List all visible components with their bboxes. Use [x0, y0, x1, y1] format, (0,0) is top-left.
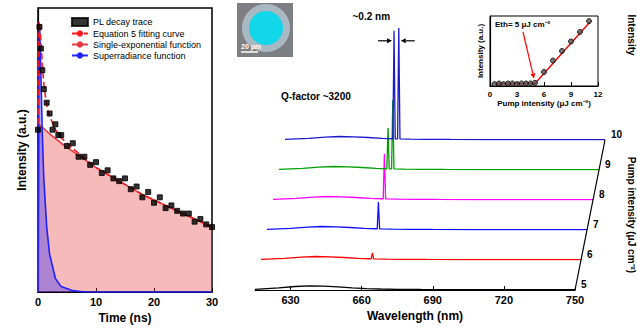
svg-text:6: 6	[542, 90, 547, 99]
svg-text:Equation 5 fitting curve: Equation 5 fitting curve	[93, 29, 185, 39]
svg-text:12: 12	[594, 90, 603, 99]
svg-text:Single-exponential function: Single-exponential function	[93, 40, 201, 50]
svg-text:690: 690	[424, 294, 442, 306]
svg-text:~0.2 nm: ~0.2 nm	[353, 11, 391, 22]
svg-text:10: 10	[611, 129, 623, 140]
svg-text:30: 30	[206, 296, 218, 308]
svg-text:Eth= 5 μJ cm⁻²: Eth= 5 μJ cm⁻²	[495, 20, 551, 29]
svg-text:0: 0	[35, 296, 41, 308]
svg-text:20: 20	[148, 296, 160, 308]
svg-text:Intensity (a.u.): Intensity (a.u.)	[476, 24, 485, 79]
svg-text:0: 0	[488, 90, 493, 99]
svg-text:9: 9	[605, 159, 611, 170]
svg-text:9: 9	[569, 90, 574, 99]
svg-text:Wavelength (nm): Wavelength (nm)	[367, 309, 463, 323]
svg-text:Q-factor ~3200: Q-factor ~3200	[281, 91, 351, 102]
svg-text:Pump intensity (μJ cm⁻²): Pump intensity (μJ cm⁻²)	[497, 99, 591, 108]
svg-text:20 μm: 20 μm	[241, 43, 261, 51]
svg-text:Intensity: Intensity	[626, 14, 637, 56]
svg-text:Time (ns): Time (ns)	[98, 311, 151, 325]
svg-text:10: 10	[90, 296, 102, 308]
svg-text:3: 3	[515, 90, 520, 99]
svg-text:7: 7	[593, 219, 599, 230]
svg-text:PL decay trace: PL decay trace	[93, 17, 153, 27]
svg-text:630: 630	[281, 294, 299, 306]
svg-text:Superradiance function: Superradiance function	[93, 51, 186, 61]
svg-text:8: 8	[599, 189, 605, 200]
svg-text:660: 660	[352, 294, 370, 306]
svg-text:720: 720	[495, 294, 513, 306]
svg-text:750: 750	[566, 294, 584, 306]
svg-text:5: 5	[581, 279, 587, 290]
svg-text:Pump intensity (μJ cm⁻²): Pump intensity (μJ cm⁻²)	[626, 157, 637, 273]
svg-text:6: 6	[587, 249, 593, 260]
svg-text:Intensity (a.u.): Intensity (a.u.)	[15, 109, 29, 190]
